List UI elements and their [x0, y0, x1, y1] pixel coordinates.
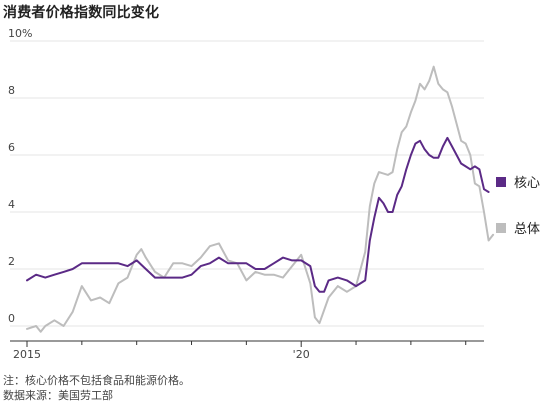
y-tick-label: 2	[8, 255, 15, 268]
legend-swatch-core	[496, 177, 506, 187]
y-tick-label: 4	[8, 198, 15, 211]
y-tick-label: 0	[8, 312, 15, 325]
series-lines	[26, 65, 495, 333]
x-tick-label: '20	[293, 348, 310, 361]
source-note: 数据来源：美国劳工部	[3, 389, 113, 402]
chart-title: 消费者价格指数同比变化	[3, 5, 160, 21]
grid-lines	[10, 40, 484, 327]
x-tick-label: 2015	[13, 348, 41, 361]
y-tick-label: 10%	[8, 27, 32, 40]
y-axis-tick-labels: 0 2 4 6 8 10%	[8, 27, 32, 325]
legend-label-core: 核心	[514, 176, 540, 191]
y-tick-label: 6	[8, 141, 15, 154]
footnote: 注：核心价格不包括食品和能源价格。	[3, 374, 190, 387]
legend-swatch-headline	[496, 223, 506, 233]
x-axis: 2015 '20	[10, 340, 484, 361]
legend-label-headline: 总体	[514, 222, 540, 237]
y-tick-label: 8	[8, 84, 15, 97]
core-cpi-line	[26, 136, 490, 293]
headline-cpi-line	[26, 65, 495, 333]
